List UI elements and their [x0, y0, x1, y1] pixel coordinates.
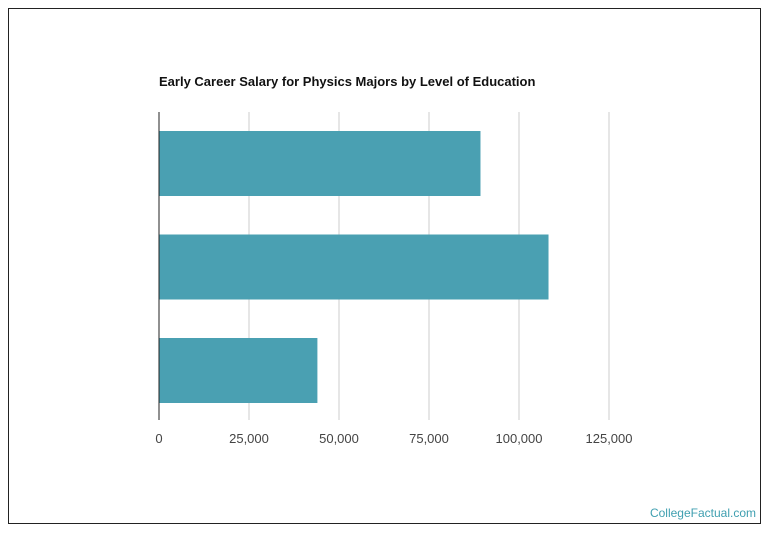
bar — [159, 338, 318, 403]
chart-frame — [8, 8, 761, 524]
x-tick-label: 125,000 — [586, 431, 633, 446]
x-tick-label: 0 — [155, 431, 162, 446]
bar — [159, 234, 549, 300]
x-tick-label: 50,000 — [319, 431, 359, 446]
x-tick-label: 75,000 — [409, 431, 449, 446]
x-tick-label: 25,000 — [229, 431, 269, 446]
chart-title: Early Career Salary for Physics Majors b… — [159, 74, 536, 89]
bar — [159, 131, 481, 196]
credit-link[interactable]: CollegeFactual.com — [649, 506, 756, 520]
x-tick-label: 100,000 — [496, 431, 543, 446]
